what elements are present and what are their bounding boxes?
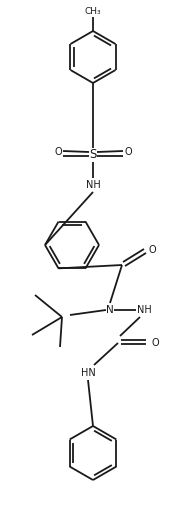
Text: S: S xyxy=(89,149,97,162)
Text: O: O xyxy=(124,147,132,157)
Text: NH: NH xyxy=(86,180,100,190)
Text: O: O xyxy=(148,245,156,255)
Text: O: O xyxy=(151,338,159,348)
Text: N: N xyxy=(106,305,114,315)
Text: O: O xyxy=(54,147,62,157)
Text: HN: HN xyxy=(81,368,95,378)
Text: NH: NH xyxy=(137,305,151,315)
Text: CH₃: CH₃ xyxy=(85,6,101,16)
